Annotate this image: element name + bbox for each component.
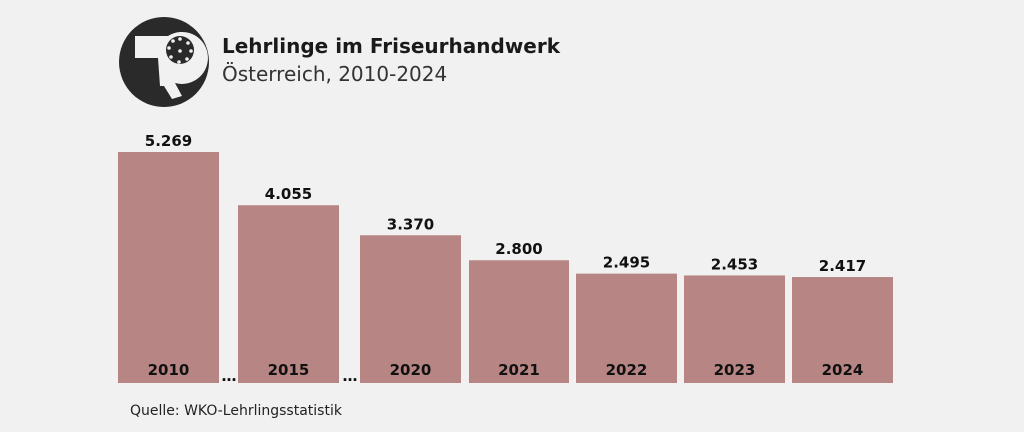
bar-2021 bbox=[469, 260, 569, 383]
source-note: Quelle: WKO-Lehrlingsstatistik bbox=[130, 403, 343, 419]
bar-2015 bbox=[238, 205, 339, 383]
bar-2020 bbox=[360, 235, 461, 383]
value-label-2024: 2.417 bbox=[819, 257, 866, 275]
hair-dryer-icon bbox=[119, 17, 209, 107]
category-label-2015: 2015 bbox=[268, 361, 310, 379]
category-label-2022: 2022 bbox=[606, 361, 648, 379]
category-label-2024: 2024 bbox=[822, 361, 864, 379]
bar-2023 bbox=[684, 275, 785, 383]
bar-2024 bbox=[792, 277, 893, 383]
category-label-2020: 2020 bbox=[390, 361, 432, 379]
value-label-2023: 2.453 bbox=[711, 255, 758, 273]
category-label-2010: 2010 bbox=[148, 361, 190, 379]
axis-break-1: … bbox=[222, 367, 237, 385]
bar-2010 bbox=[118, 152, 219, 383]
category-label-2023: 2023 bbox=[714, 361, 756, 379]
value-label-2010: 5.269 bbox=[145, 132, 192, 150]
chart-subtitle: Österreich, 2010-2024 bbox=[222, 62, 447, 86]
bar-group: 5.269 2010 4.055 2015 3.370 2020 2.800 2021 2.49… bbox=[118, 132, 893, 383]
value-label-2020: 3.370 bbox=[387, 215, 434, 233]
chart-title: Lehrlinge im Friseurhandwerk bbox=[222, 34, 561, 58]
axis-break-2: … bbox=[343, 367, 358, 385]
value-label-2015: 4.055 bbox=[265, 185, 312, 203]
value-label-2021: 2.800 bbox=[495, 240, 542, 258]
category-label-2021: 2021 bbox=[498, 361, 540, 379]
bar-2022 bbox=[576, 273, 677, 383]
value-label-2022: 2.495 bbox=[603, 254, 650, 272]
